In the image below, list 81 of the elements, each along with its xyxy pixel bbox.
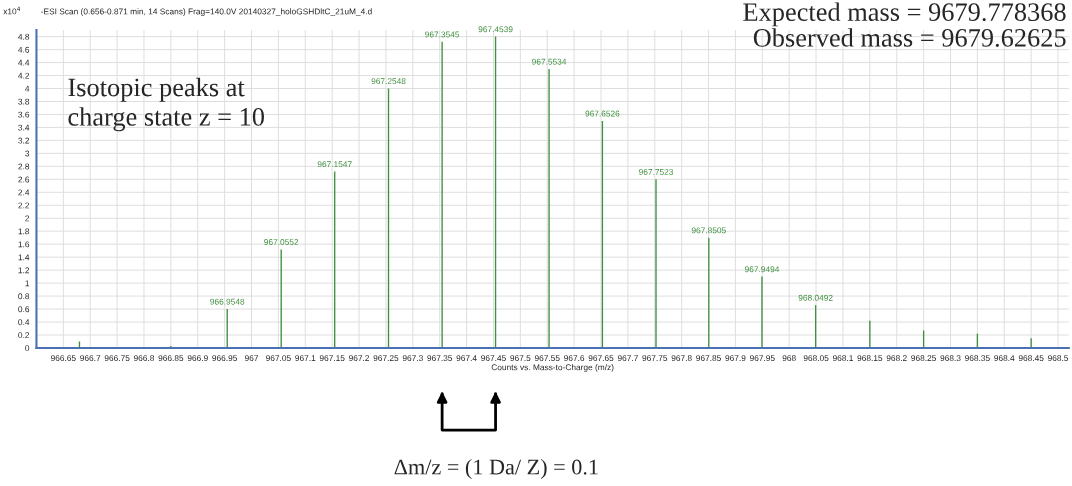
x-tick-label: 967.25 [373, 355, 399, 362]
x-tick-label: 968.25 [911, 355, 937, 362]
y-tick-label: 4.2 [18, 72, 30, 79]
y-tick-label: 0.2 [18, 332, 30, 339]
y-tick-label: 1.2 [18, 267, 30, 274]
x-tick-label: 968.05 [803, 355, 829, 362]
y-tick-label: 1.6 [18, 241, 30, 248]
y-tick-label: 3.2 [18, 137, 30, 144]
x-tick-label: 966.9 [187, 355, 208, 362]
x-tick-label: 966.7 [80, 355, 101, 362]
annotation: 967.3545 [425, 31, 460, 38]
text: Δm/z = (1 Da/ Z) = 0.1 [394, 458, 598, 480]
x-tick-label: 967.8 [671, 355, 692, 362]
annotation: 967.0552 [264, 239, 299, 245]
y-tick-label: 3.8 [18, 98, 30, 105]
annotation: Expected mass = 9679.778368 Observed mass = 9679.62625 [743, 2, 1066, 47]
x-tick-label: 966.8 [133, 355, 155, 362]
annotation: 967.6526 [585, 110, 620, 117]
y-tick-label: 1.4 [18, 254, 30, 261]
x-tick-label: 967.65 [588, 355, 614, 362]
x-tick-label: 966.95 [212, 355, 238, 362]
y-tick-label: 4.4 [18, 59, 30, 66]
y-axis-title: x10$^{4}$ [3, 6, 21, 15]
y-tick-label: 4.8 [18, 33, 30, 40]
annotation: 967.4539 [478, 26, 513, 33]
x-tick-label: 967.85 [696, 355, 721, 362]
y-tick-label: 1.8 [18, 228, 30, 235]
x-tick-label: 967.45 [481, 355, 506, 362]
x-tick-label: 967.75 [642, 355, 668, 362]
x-tick-label: 966.85 [158, 355, 184, 362]
annotation: Isotopic peaks at charge state z = 10 [68, 77, 264, 132]
x-tick-label: 967.7 [617, 355, 638, 362]
annotation: 967.7523 [639, 169, 674, 175]
x-tick-label: 968.5 [1048, 355, 1069, 362]
x-tick-label: 967.5 [510, 355, 531, 362]
x-tick-label: 967.35 [427, 355, 453, 362]
x-tick-label: 967 [244, 355, 259, 362]
y-tick-label: 4 [25, 85, 30, 92]
x-tick-label: 967.1 [295, 355, 316, 362]
annotation: 967.2548 [371, 78, 406, 85]
x-tick-label: 966.75 [104, 355, 130, 362]
annotation: 967.8505 [691, 227, 726, 234]
y-tick-label: 3.4 [18, 124, 30, 131]
y-tick-label: 0.6 [18, 306, 30, 313]
x-tick-label: 967.55 [534, 355, 560, 362]
x-tick-label: 967.15 [319, 355, 345, 362]
x-tick-label: 967.6 [564, 355, 585, 362]
y-tick-label: 0 [25, 345, 30, 352]
x-tick-label: 968.45 [1018, 355, 1044, 362]
x-tick-label: 967.4 [456, 355, 477, 362]
y-tick-label: 1 [25, 280, 30, 287]
x-tick-label: 968 [782, 355, 796, 362]
x-axis-title: Counts vs. Mass-to-Charge (m/z) [491, 364, 614, 372]
y-tick-label: 4.6 [18, 46, 30, 53]
y-tick-label: 2 [25, 215, 30, 222]
x-tick-label: 968.35 [965, 355, 990, 362]
x-tick-label: 968.2 [886, 355, 907, 362]
annotation: 966.9548 [210, 298, 245, 305]
x-tick-label: 967.95 [749, 355, 775, 362]
y-tick-label: 0.4 [18, 319, 30, 326]
x-tick-label: 967.9 [725, 355, 746, 362]
y-tick-label: 2.8 [18, 163, 30, 170]
y-tick-label: 3.6 [18, 111, 30, 118]
x-tick-label: 968.1 [832, 355, 853, 362]
x-tick-label: 967.2 [349, 355, 370, 362]
y-tick-label: 2.6 [18, 176, 30, 183]
x-tick-label: 968.4 [994, 355, 1015, 362]
chart-title: -ESI Scan (0.656-0.871 min, 14 Scans) Frag=140.0V 20140327_holoGSHDltC_21uM_4.d [41, 8, 372, 17]
x-tick-label: 966.65 [50, 355, 76, 362]
x-tick-label: 967.05 [266, 355, 291, 362]
annotation: 967.9494 [745, 266, 780, 273]
y-tick-label: 2.2 [18, 202, 30, 209]
x-tick-label: 967.3 [402, 355, 423, 362]
x-tick-label: 968.15 [857, 355, 883, 362]
annotation: 967.5534 [532, 58, 567, 65]
x-tick-label: 968.3 [940, 355, 961, 362]
y-tick-label: 0.8 [18, 293, 30, 300]
annotation: 967.1547 [317, 161, 352, 168]
y-tick-label: 2.4 [18, 189, 30, 196]
annotation: 968.0492 [798, 294, 833, 301]
y-tick-label: 3 [25, 150, 30, 157]
